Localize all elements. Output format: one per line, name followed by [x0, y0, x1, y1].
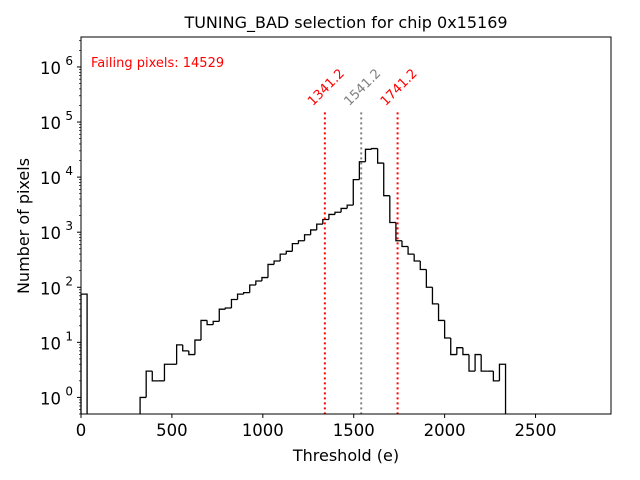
- histogram-bin: [395, 222, 402, 242]
- histogram-bin: [389, 195, 396, 224]
- x-tick-label: 0: [76, 421, 87, 440]
- histogram-bin: [456, 347, 463, 355]
- y-tick-exponent: 2: [65, 274, 73, 288]
- x-tick-label: 2000: [424, 421, 466, 440]
- histogram-bin: [358, 161, 366, 180]
- histogram-bin: [151, 371, 159, 382]
- y-tick-exponent: 1: [65, 329, 73, 343]
- y-tick-label: 10: [40, 169, 61, 188]
- histogram-bin: [242, 291, 250, 295]
- histogram-bin: [376, 148, 384, 164]
- histogram-bin: [498, 363, 507, 414]
- histogram-bin: [437, 303, 445, 322]
- histogram-bin: [249, 284, 256, 293]
- y-tick-label: 10: [40, 114, 61, 133]
- histogram-bin: [139, 396, 147, 414]
- x-axis-ticks: 0 500 1000 1500 2000 2500: [76, 414, 557, 440]
- y-tick-exponent: 3: [65, 219, 73, 233]
- histogram-bin: [431, 287, 439, 305]
- histogram-bin: [145, 370, 153, 398]
- y-tick-label: 10: [40, 389, 61, 408]
- histogram-bin: [175, 344, 183, 365]
- y-tick-label: 10: [40, 279, 61, 298]
- plot-frame: [80, 36, 612, 415]
- histogram-bin: [364, 148, 372, 162]
- histogram-bin: [480, 354, 488, 372]
- y-axis-label: Number of pixels: [14, 158, 33, 294]
- histogram-bin: [261, 276, 268, 281]
- histogram-bin: [316, 223, 323, 230]
- histogram-bin: [188, 350, 195, 356]
- histogram-bin: [309, 229, 317, 235]
- x-tick-label: 2500: [515, 421, 557, 440]
- chart-title: TUNING_BAD selection for chip 0x15169: [183, 13, 507, 33]
- histogram-bin: [163, 363, 171, 381]
- histogram-bin: [474, 353, 482, 372]
- histogram-bin: [492, 371, 500, 382]
- histogram-bin: [425, 269, 433, 288]
- histogram-bin: [413, 254, 421, 262]
- histogram-bin: [352, 178, 360, 206]
- y-tick-exponent: 5: [65, 109, 73, 123]
- histogram-bin: [334, 211, 342, 215]
- histogram-bin: [218, 308, 226, 322]
- histogram-bin: [346, 204, 354, 209]
- histogram-bin: [450, 337, 457, 356]
- histogram-bin: [328, 213, 335, 220]
- x-tick-label: 1000: [242, 421, 284, 440]
- x-tick-label: 1500: [333, 421, 375, 440]
- y-tick-label: 10: [40, 59, 61, 78]
- histogram-bars: [80, 147, 507, 414]
- histogram-bin: [255, 280, 262, 285]
- histogram-bin: [322, 218, 329, 225]
- histogram-bin: [279, 253, 287, 261]
- histogram-bin: [468, 354, 476, 372]
- plot-background: [81, 37, 611, 414]
- histogram-bin: [401, 240, 409, 248]
- histogram-bin: [291, 242, 299, 252]
- histogram-bin: [194, 339, 201, 355]
- histogram-bin: [462, 347, 469, 356]
- histogram-bin: [182, 344, 189, 352]
- y-tick-exponent: 6: [65, 54, 73, 68]
- histogram-bin: [273, 260, 281, 265]
- failing-pixels-annotation: Failing pixels: 14529: [91, 56, 224, 71]
- histogram-bin: [267, 263, 275, 278]
- histogram-bin: [236, 293, 244, 300]
- y-tick-exponent: 0: [65, 384, 73, 398]
- histogram-bin: [224, 307, 232, 310]
- y-tick-label: 10: [40, 334, 61, 353]
- histogram-bin: [230, 298, 238, 309]
- histogram-bin: [419, 260, 427, 271]
- x-axis-label: Threshold (e): [292, 446, 399, 465]
- histogram-bin: [297, 240, 305, 244]
- histogram-bin: [443, 320, 451, 339]
- histogram-bin: [407, 246, 415, 255]
- histogram-bin: [383, 163, 390, 197]
- histogram-bin: [303, 234, 311, 241]
- histogram-bin: [212, 320, 220, 325]
- histogram-bin: [200, 319, 208, 341]
- x-tick-label: 500: [156, 421, 188, 440]
- histogram-bin: [206, 320, 214, 326]
- y-axis-ticks: 10 0 10 1 10 2 10 3 10 4 10 5 10 6: [40, 40, 81, 415]
- y-tick-label: 10: [40, 224, 61, 243]
- histogram-bin: [370, 147, 378, 150]
- histogram-bin: [340, 207, 348, 213]
- histogram-bin: [285, 250, 293, 255]
- y-tick-exponent: 4: [65, 164, 73, 178]
